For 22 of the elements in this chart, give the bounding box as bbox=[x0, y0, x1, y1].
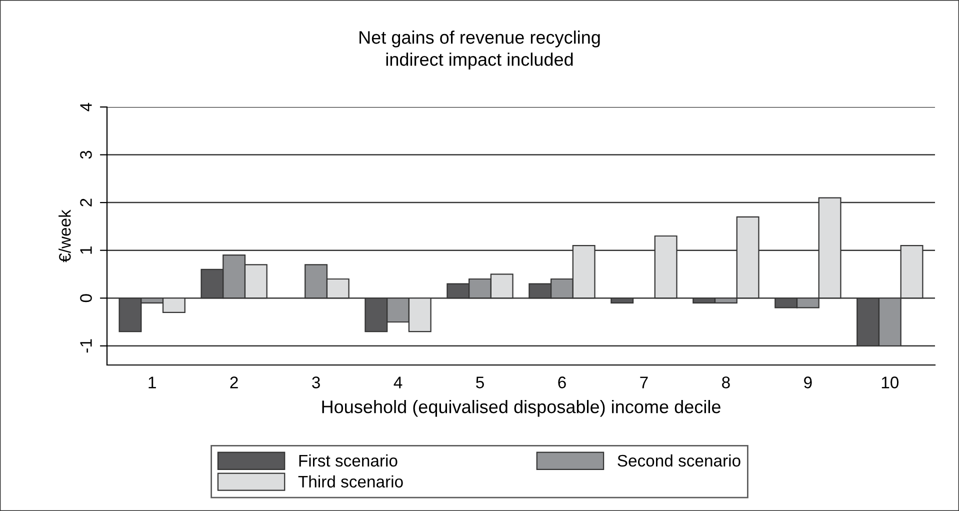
x-tick-label: 6 bbox=[558, 376, 566, 388]
legend-label: Third scenario bbox=[298, 475, 403, 488]
x-tick-label: 8 bbox=[722, 376, 730, 388]
x-axis-title: Household (equivalised disposable) income decile bbox=[322, 400, 720, 417]
y-axis-title: €/week bbox=[58, 210, 71, 262]
y-tick-label: 4 bbox=[80, 102, 92, 112]
x-tick-label: 3 bbox=[312, 376, 320, 388]
x-tick-label: 9 bbox=[804, 376, 812, 388]
x-tick-label: 10 bbox=[882, 376, 899, 388]
y-tick-label: 2 bbox=[80, 198, 92, 206]
legend-label: First scenario bbox=[299, 454, 398, 467]
chart-title: Net gains of revenue recycling indirect impact included bbox=[360, 30, 600, 70]
legend-label: Second scenario bbox=[618, 454, 740, 467]
x-tick-label: 1 bbox=[148, 376, 156, 388]
x-tick-label: 5 bbox=[476, 376, 484, 388]
x-tick-label: 7 bbox=[640, 376, 648, 388]
x-tick-label: 2 bbox=[230, 376, 238, 388]
y-tick-label: 1 bbox=[80, 246, 92, 254]
x-tick-label: 4 bbox=[394, 376, 402, 388]
y-tick-label: 3 bbox=[80, 150, 92, 159]
y-tick-label: -1 bbox=[80, 339, 92, 353]
y-tick-label: 0 bbox=[80, 294, 92, 302]
